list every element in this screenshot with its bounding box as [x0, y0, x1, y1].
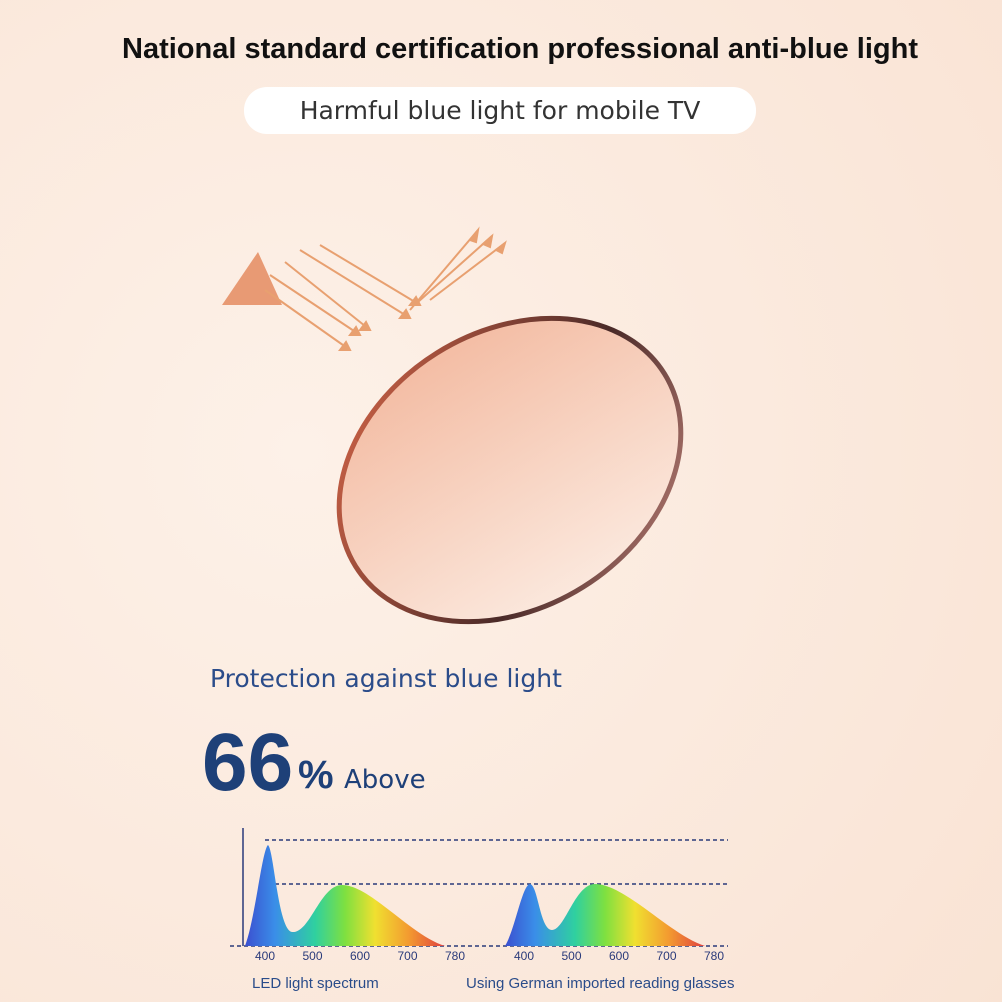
lens — [336, 315, 684, 625]
tick-label: 600 — [609, 949, 629, 963]
protection-label: Protection against blue light — [210, 664, 562, 693]
subtitle-pill — [244, 87, 756, 134]
suffix: Above — [344, 765, 426, 795]
tick-label: 400 — [514, 949, 534, 963]
spectrum-caption: LED light spectrum — [252, 975, 379, 992]
light-rays — [222, 226, 507, 351]
tick-label: 780 — [445, 949, 465, 963]
percent-sign: % — [298, 753, 334, 797]
glasses-spectrum — [505, 884, 705, 946]
tick-label: 700 — [657, 949, 677, 963]
tick-label: 700 — [398, 949, 418, 963]
tick-label: 500 — [562, 949, 582, 963]
title: National standard certification professi… — [122, 33, 918, 65]
led-spectrum — [245, 845, 445, 946]
tick-label: 400 — [255, 949, 275, 963]
percent-number: 66 — [202, 717, 293, 808]
tick-label: 500 — [303, 949, 323, 963]
tick-label: 780 — [704, 949, 724, 963]
tick-label: 600 — [350, 949, 370, 963]
subtitle: Harmful blue light for mobile TV — [300, 96, 701, 125]
spectrum-caption: Using German imported reading glasses — [466, 975, 734, 992]
